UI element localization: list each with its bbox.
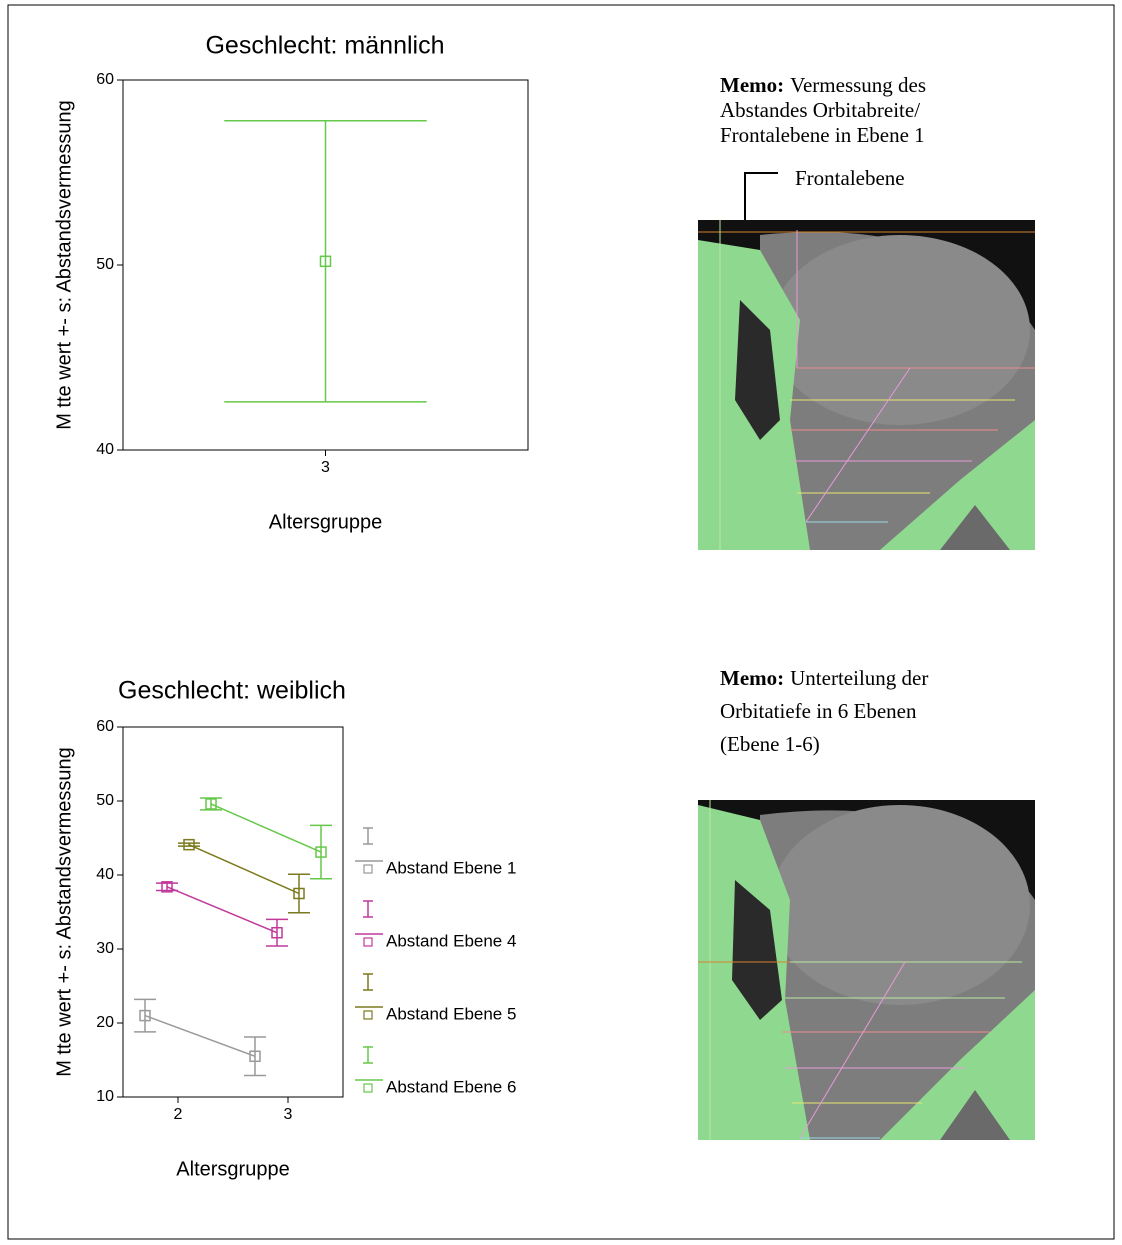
x-axis-label: Altersgruppe xyxy=(269,511,382,533)
y-tick-label: 60 xyxy=(96,71,114,88)
error-bar xyxy=(134,999,156,1032)
memo-label: Memo: xyxy=(720,73,784,97)
memo-line: Orbitatiefe in 6 Ebenen xyxy=(720,699,917,723)
y-axis-label: M tte wert +- s: Abstandsvermessung xyxy=(53,747,75,1077)
memo-line: Unterteilung der xyxy=(790,666,928,690)
legend-errorbar-icon xyxy=(363,828,373,844)
chart-title: Geschlecht: weiblich xyxy=(118,677,346,705)
error-bar xyxy=(266,919,288,946)
y-tick-label: 20 xyxy=(96,1014,114,1031)
legend-label: Abstand Ebene 1 xyxy=(386,858,516,877)
label-bracket xyxy=(745,173,778,220)
series-line xyxy=(145,1016,255,1057)
x-axis-label: Altersgruppe xyxy=(176,1158,289,1180)
y-axis-label: M tte wert +- s: Abstandsvermessung xyxy=(53,100,75,430)
error-bar xyxy=(288,874,310,912)
image-label: Frontalebene xyxy=(795,166,905,190)
legend-label: Abstand Ebene 4 xyxy=(386,931,516,950)
y-tick-label: 60 xyxy=(96,718,114,735)
memo: Memo:Unterteilung der xyxy=(720,666,928,690)
legend-label: Abstand Ebene 6 xyxy=(386,1077,516,1096)
chart-title: Geschlecht: männlich xyxy=(205,32,444,60)
legend-marker-icon xyxy=(364,865,372,873)
legend-marker-icon xyxy=(364,938,372,946)
series-line xyxy=(189,845,299,894)
error-bar xyxy=(310,825,332,878)
y-tick-label: 50 xyxy=(96,256,114,273)
memo-line: (Ebene 1-6) xyxy=(720,732,820,756)
x-tick-label: 3 xyxy=(321,459,330,476)
legend-marker-icon xyxy=(364,1084,372,1092)
y-tick-label: 50 xyxy=(96,792,114,809)
series-line xyxy=(211,804,321,852)
y-tick-label: 30 xyxy=(96,940,114,957)
legend-errorbar-icon xyxy=(363,1047,373,1063)
figure-page: Memo:Vermessung des Abstandes Orbitabrei… xyxy=(0,0,1122,1245)
x-tick-label: 2 xyxy=(174,1106,183,1123)
legend-errorbar-icon xyxy=(363,901,373,917)
error-bar xyxy=(224,121,427,402)
memo-line: Frontalebene in Ebene 1 xyxy=(720,123,925,147)
memo-label: Memo: xyxy=(720,666,784,690)
memo: Memo:Vermessung des xyxy=(720,73,926,97)
error-bar xyxy=(244,1037,266,1075)
series-line xyxy=(167,887,277,933)
y-tick-label: 10 xyxy=(96,1088,114,1105)
y-tick-label: 40 xyxy=(96,866,114,883)
memo-line: Vermessung des xyxy=(790,73,926,97)
memo-line: Abstandes Orbitabreite/ xyxy=(720,98,920,122)
legend-errorbar-icon xyxy=(363,974,373,990)
error-bar xyxy=(178,843,200,846)
ct-image xyxy=(698,220,1035,550)
y-tick-label: 40 xyxy=(96,441,114,458)
legend-label: Abstand Ebene 5 xyxy=(386,1004,516,1023)
legend-marker-icon xyxy=(364,1011,372,1019)
ct-image xyxy=(698,800,1035,1140)
page: {"chart_data": [ {"type": "errorbar", "t… xyxy=(0,0,1122,1245)
x-tick-label: 3 xyxy=(284,1106,293,1123)
